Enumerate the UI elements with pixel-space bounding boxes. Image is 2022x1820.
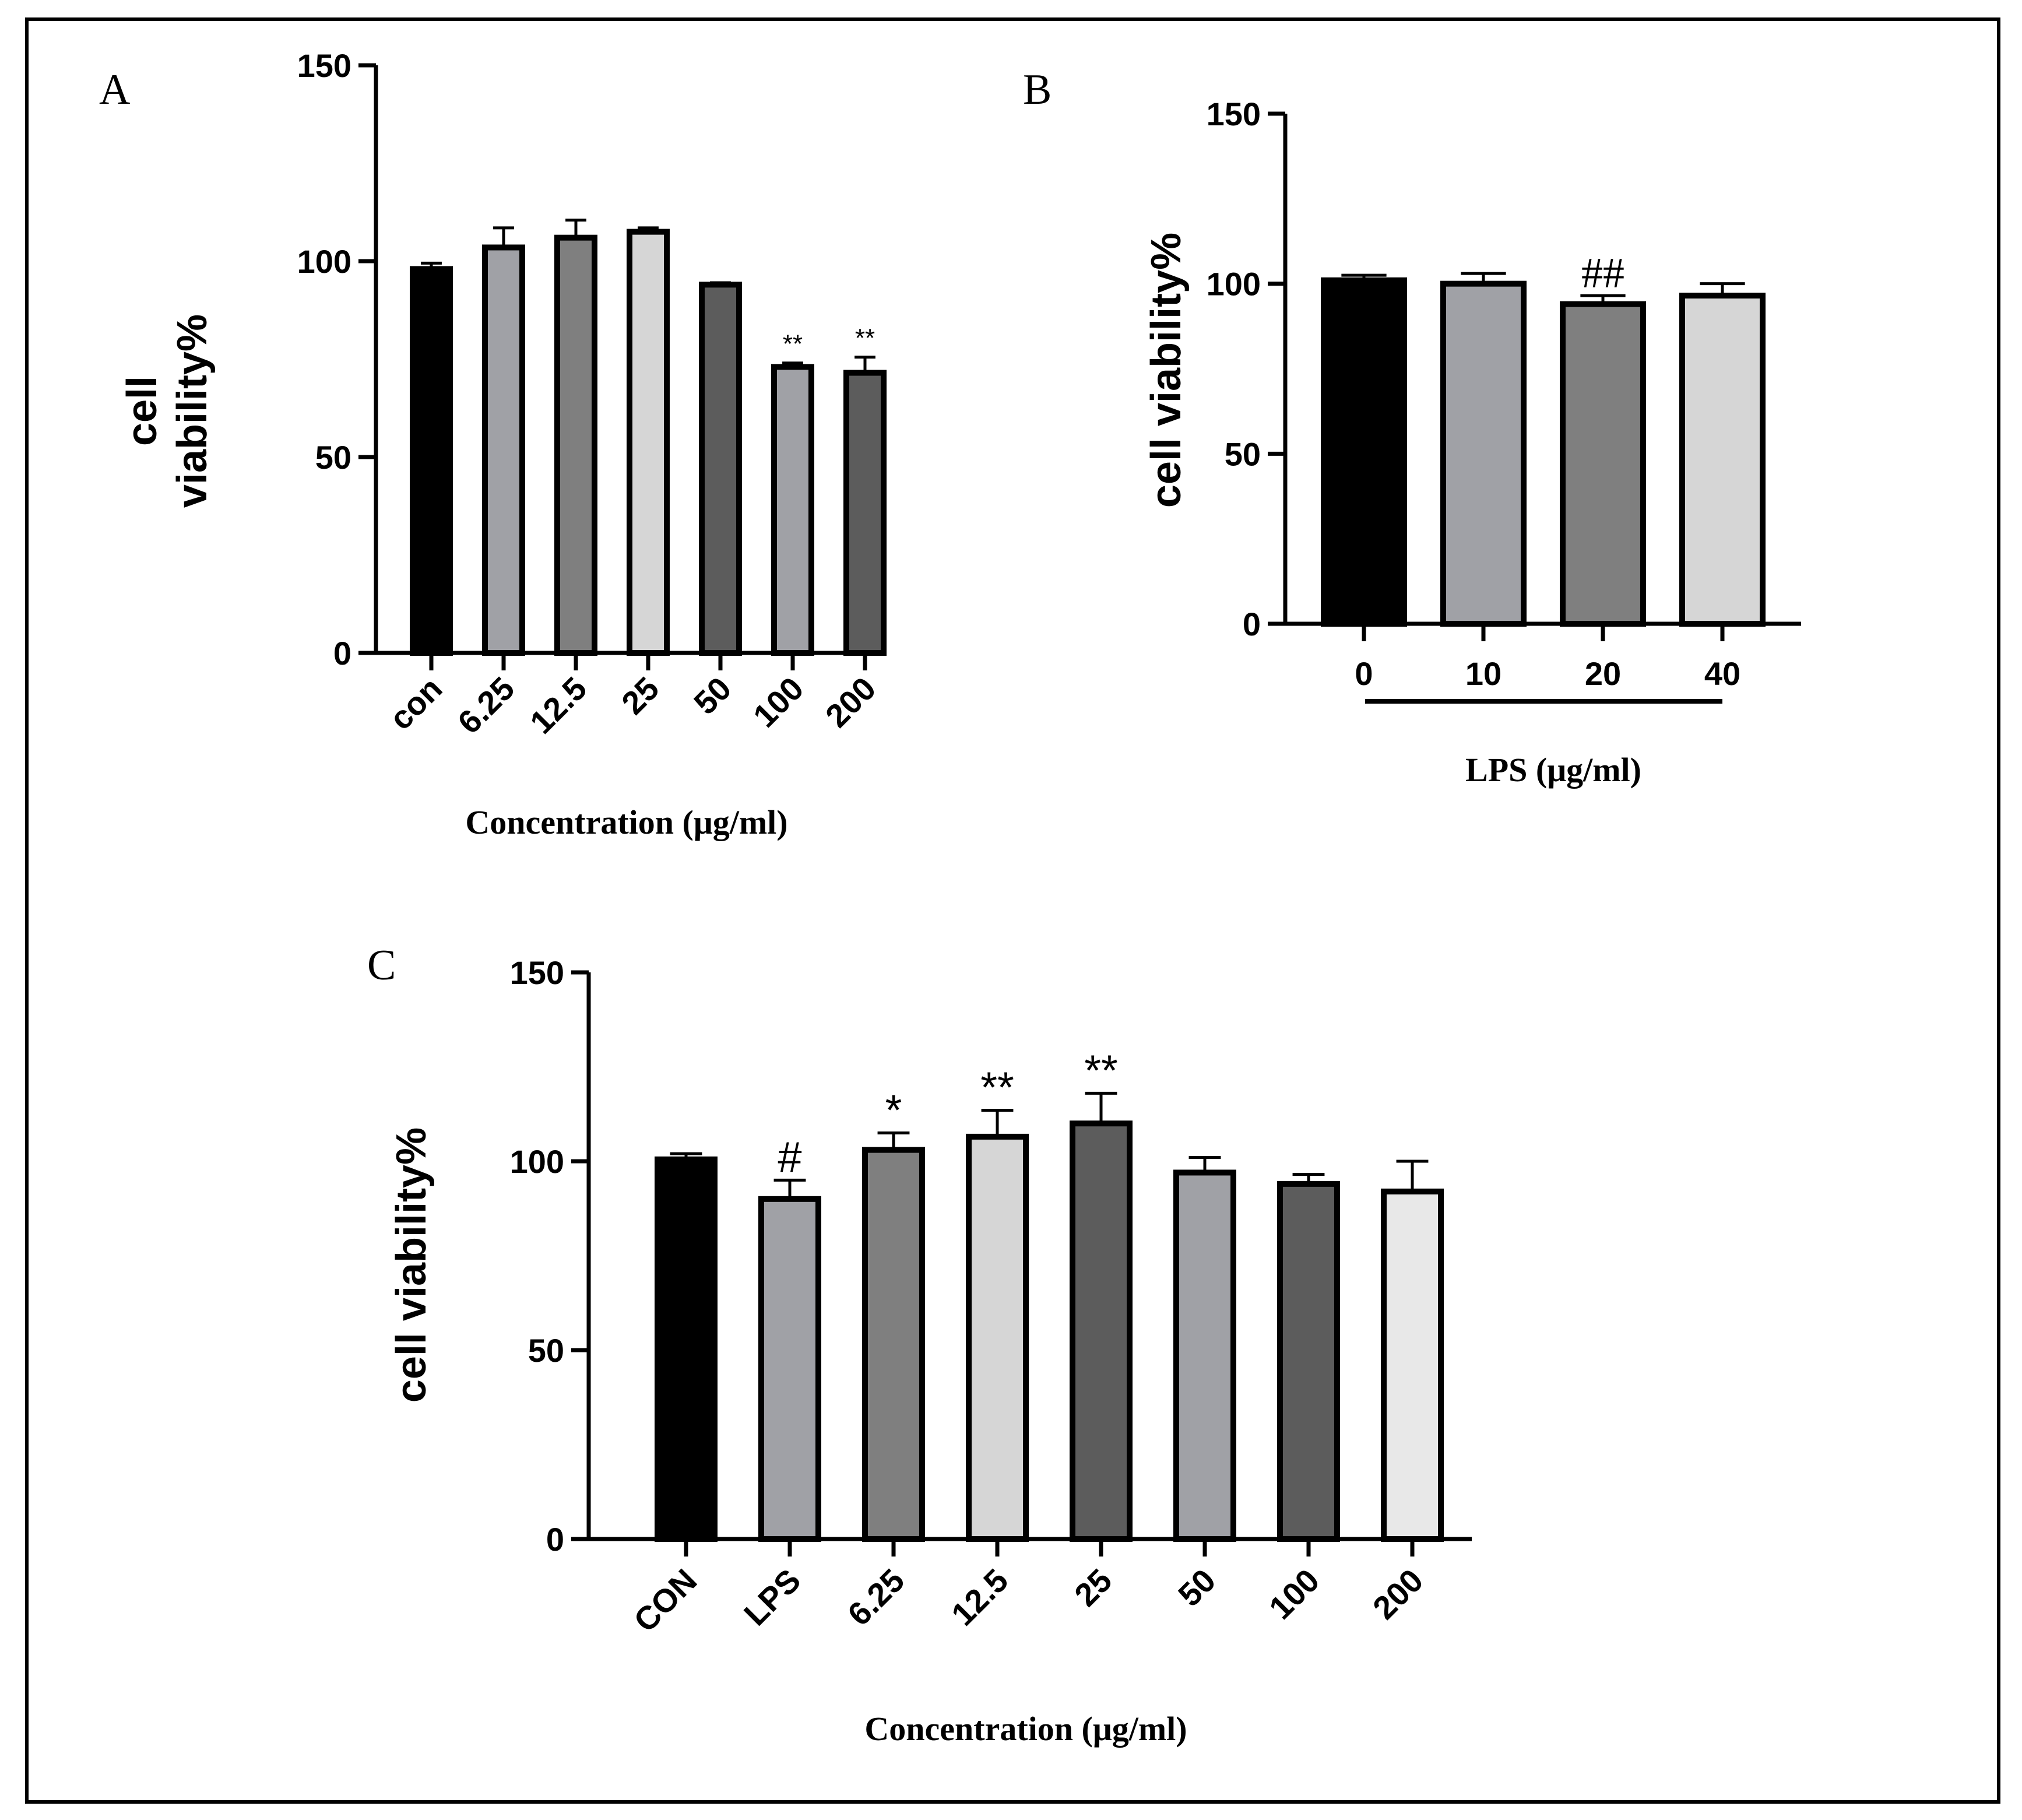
bar xyxy=(843,370,887,656)
x-axis-label: Concentration (μg/ml) xyxy=(465,803,787,841)
y-tick-label: 0 xyxy=(546,1521,564,1558)
x-tick-label: 6.25 xyxy=(841,1562,912,1633)
x-tick-label: 40 xyxy=(1704,655,1740,692)
bar xyxy=(966,1133,1029,1542)
bar xyxy=(1440,280,1527,627)
panel-letter: B xyxy=(1023,66,1052,114)
y-axis-label: cell viability% xyxy=(1143,233,1190,508)
y-tick-label: 0 xyxy=(1243,606,1261,642)
y-axis-label-line: viability% xyxy=(169,314,216,508)
x-axis-label: LPS (μg/ml) xyxy=(1465,751,1641,789)
bar xyxy=(410,266,453,656)
bar xyxy=(1173,1169,1236,1542)
bar xyxy=(482,244,525,656)
y-tick-label: 50 xyxy=(315,439,351,476)
y-tick-label: 100 xyxy=(1207,266,1261,303)
y-axis-label: cellviability% xyxy=(119,314,216,508)
y-tick-label: 100 xyxy=(510,1143,564,1180)
x-tick-label: 100 xyxy=(1262,1562,1327,1626)
significance-label: * xyxy=(885,1085,902,1134)
figure-border xyxy=(25,17,2000,1804)
significance-label: ** xyxy=(980,1063,1014,1112)
y-tick-label: 0 xyxy=(333,635,351,672)
bar xyxy=(1560,301,1646,627)
y-tick-label: 100 xyxy=(297,243,351,280)
x-axis-label: Concentration (μg/ml) xyxy=(864,1710,1187,1748)
x-tick-label: 50 xyxy=(1171,1562,1223,1614)
x-tick-label: 0 xyxy=(1355,655,1373,692)
significance-label: ** xyxy=(855,324,875,353)
panel-letter: C xyxy=(367,941,396,989)
bar xyxy=(758,1196,821,1543)
x-tick-label: 200 xyxy=(1366,1562,1430,1626)
x-tick-label: 6.25 xyxy=(451,670,522,741)
bar xyxy=(1321,277,1407,627)
significance-label: ** xyxy=(783,330,803,359)
x-tick-label: 12.5 xyxy=(523,670,594,741)
x-tick-label: 20 xyxy=(1585,655,1621,692)
y-tick-label: 150 xyxy=(297,47,351,84)
x-tick-label: 25 xyxy=(1067,1562,1119,1614)
bar xyxy=(1070,1120,1133,1542)
y-axis-label-line: cell xyxy=(119,376,166,446)
x-tick-label: 100 xyxy=(746,670,811,735)
significance-label: ## xyxy=(1581,250,1624,297)
bar xyxy=(554,234,597,656)
y-tick-label: 150 xyxy=(510,954,564,991)
x-tick-label: 10 xyxy=(1465,655,1501,692)
x-tick-label: CON xyxy=(627,1562,704,1639)
y-axis-label: cell viability% xyxy=(388,1127,435,1403)
bar xyxy=(627,229,670,656)
bar xyxy=(1679,293,1766,627)
x-tick-label: 200 xyxy=(818,670,883,735)
bar xyxy=(655,1156,718,1542)
y-tick-label: 50 xyxy=(1225,435,1261,472)
significance-label: ** xyxy=(1084,1046,1118,1094)
bar xyxy=(1277,1180,1340,1542)
panel-b: B 0 50 100 150 0 10 20 ## 40 LPS (μg/ml) cell viabi… xyxy=(1023,66,1801,789)
x-tick-label: 50 xyxy=(687,670,739,722)
x-tick-label: LPS xyxy=(737,1562,808,1633)
panel-c: C 0 50 100 150 CON LPS #6.25 * 12.5 ** 25 ** 50 100 200… xyxy=(367,941,1472,1748)
x-tick-label: con xyxy=(382,670,449,737)
y-tick-label: 150 xyxy=(1207,96,1261,132)
y-tick-label: 50 xyxy=(528,1332,564,1369)
significance-label: # xyxy=(778,1133,801,1181)
bar xyxy=(771,364,814,656)
bar xyxy=(699,282,742,656)
panel-letter: A xyxy=(99,66,130,114)
bar xyxy=(1381,1188,1444,1542)
x-tick-label: 12.5 xyxy=(944,1562,1015,1633)
bar xyxy=(862,1147,925,1543)
x-tick-label: 25 xyxy=(614,670,666,722)
